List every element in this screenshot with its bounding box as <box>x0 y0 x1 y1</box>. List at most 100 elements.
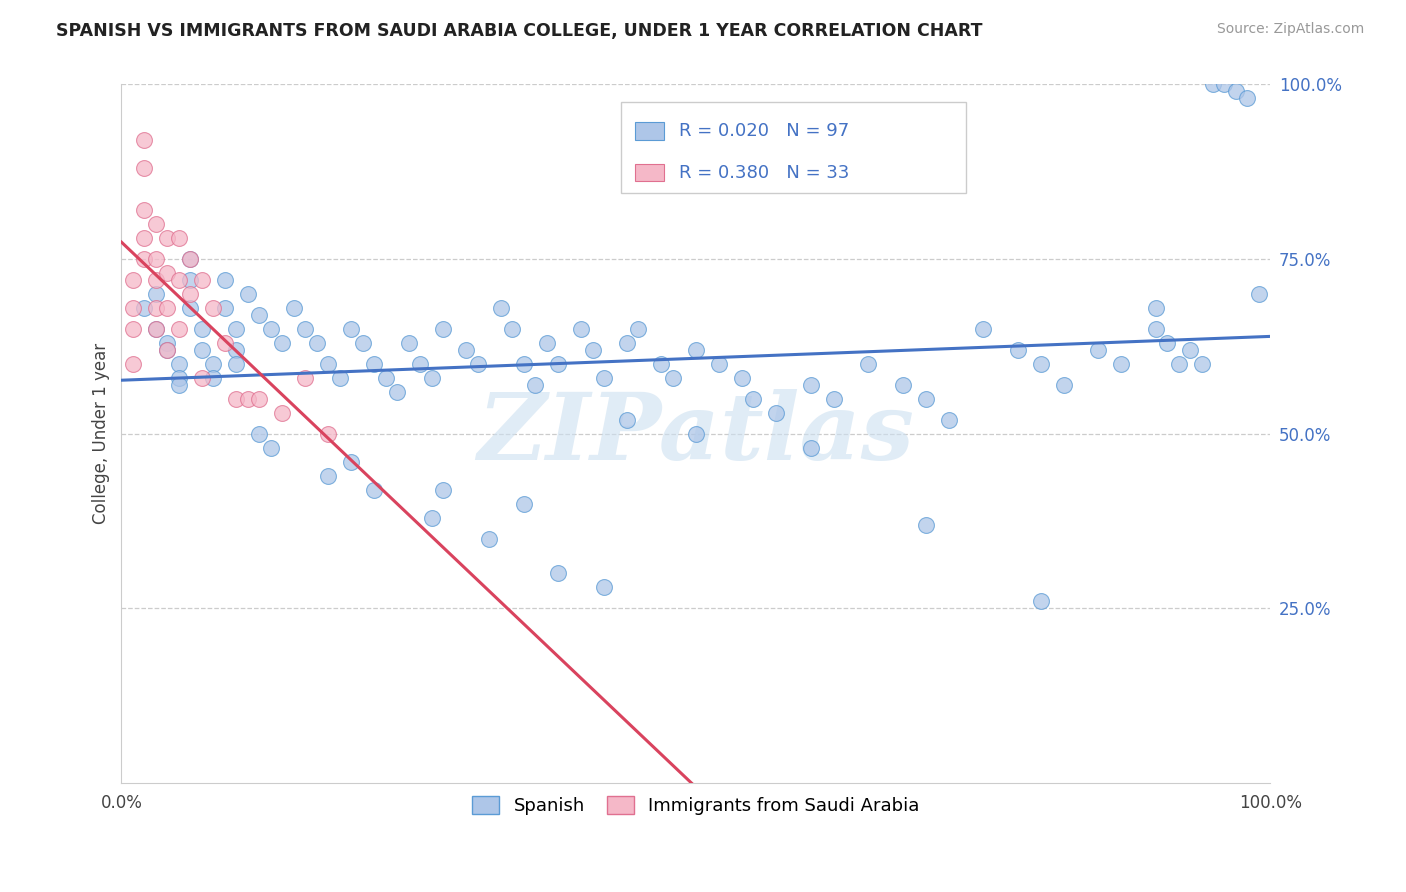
Point <box>363 357 385 371</box>
Point <box>627 322 650 336</box>
Point <box>374 371 396 385</box>
Point <box>316 426 339 441</box>
Point <box>581 343 603 357</box>
Text: SPANISH VS IMMIGRANTS FROM SAUDI ARABIA COLLEGE, UNDER 1 YEAR CORRELATION CHART: SPANISH VS IMMIGRANTS FROM SAUDI ARABIA … <box>56 22 983 40</box>
Point <box>524 377 547 392</box>
Point <box>340 455 363 469</box>
Point <box>972 322 994 336</box>
Point <box>156 231 179 245</box>
Point <box>145 287 167 301</box>
Point <box>1029 357 1052 371</box>
Point <box>1236 91 1258 105</box>
Point <box>547 357 569 371</box>
Point <box>202 357 225 371</box>
Point <box>236 287 259 301</box>
Point <box>191 322 214 336</box>
Point <box>156 266 179 280</box>
Point <box>512 357 534 371</box>
Point <box>650 357 672 371</box>
Point <box>214 335 236 350</box>
Point <box>236 392 259 406</box>
Point <box>134 231 156 245</box>
Point <box>1213 78 1236 92</box>
Point <box>398 335 420 350</box>
Point <box>191 371 214 385</box>
Point <box>662 371 685 385</box>
Point <box>731 371 754 385</box>
Point <box>938 413 960 427</box>
Point <box>134 203 156 218</box>
Point <box>156 343 179 357</box>
Point <box>467 357 489 371</box>
Point <box>891 377 914 392</box>
Text: R = 0.380   N = 33: R = 0.380 N = 33 <box>679 164 849 182</box>
FancyBboxPatch shape <box>636 164 664 181</box>
Point <box>179 273 201 287</box>
Point <box>134 161 156 176</box>
Point <box>1007 343 1029 357</box>
Point <box>156 335 179 350</box>
Point <box>283 301 305 315</box>
Point <box>167 322 190 336</box>
Point <box>1156 335 1178 350</box>
Point <box>1029 594 1052 608</box>
Point <box>294 322 316 336</box>
Point <box>547 566 569 581</box>
Point <box>501 322 523 336</box>
Point <box>685 343 707 357</box>
Point <box>122 357 145 371</box>
Point <box>420 510 443 524</box>
Point <box>456 343 478 357</box>
Text: R = 0.020   N = 97: R = 0.020 N = 97 <box>679 122 849 140</box>
Point <box>1191 357 1213 371</box>
Point <box>179 252 201 266</box>
Point <box>167 371 190 385</box>
Point <box>145 217 167 231</box>
Point <box>167 231 190 245</box>
Point <box>294 371 316 385</box>
Point <box>616 413 638 427</box>
Point <box>271 335 294 350</box>
Point <box>409 357 432 371</box>
Point <box>1247 287 1270 301</box>
Point <box>247 308 270 322</box>
Point <box>225 392 247 406</box>
Point <box>707 357 730 371</box>
Point <box>569 322 592 336</box>
Point <box>340 322 363 336</box>
Point <box>420 371 443 385</box>
Point <box>512 497 534 511</box>
Point <box>800 377 823 392</box>
Point <box>247 392 270 406</box>
Point <box>191 343 214 357</box>
Point <box>179 252 201 266</box>
Point <box>1225 84 1247 98</box>
Text: ZIPatlas: ZIPatlas <box>478 389 914 479</box>
Point <box>122 301 145 315</box>
Point <box>387 384 409 399</box>
Point <box>1178 343 1201 357</box>
Point <box>1144 322 1167 336</box>
Point <box>202 371 225 385</box>
Point <box>800 441 823 455</box>
Point <box>167 273 190 287</box>
Point <box>858 357 880 371</box>
Point <box>765 406 787 420</box>
Point <box>914 392 936 406</box>
Point <box>352 335 374 350</box>
Point <box>214 301 236 315</box>
Point <box>167 377 190 392</box>
Point <box>616 335 638 350</box>
Legend: Spanish, Immigrants from Saudi Arabia: Spanish, Immigrants from Saudi Arabia <box>463 787 928 824</box>
Point <box>329 371 352 385</box>
Point <box>271 406 294 420</box>
Point <box>478 532 501 546</box>
Point <box>489 301 512 315</box>
Point <box>260 322 283 336</box>
Point <box>122 273 145 287</box>
Point <box>145 252 167 266</box>
Point <box>823 392 845 406</box>
Point <box>914 517 936 532</box>
Point <box>1087 343 1109 357</box>
Point <box>225 322 247 336</box>
